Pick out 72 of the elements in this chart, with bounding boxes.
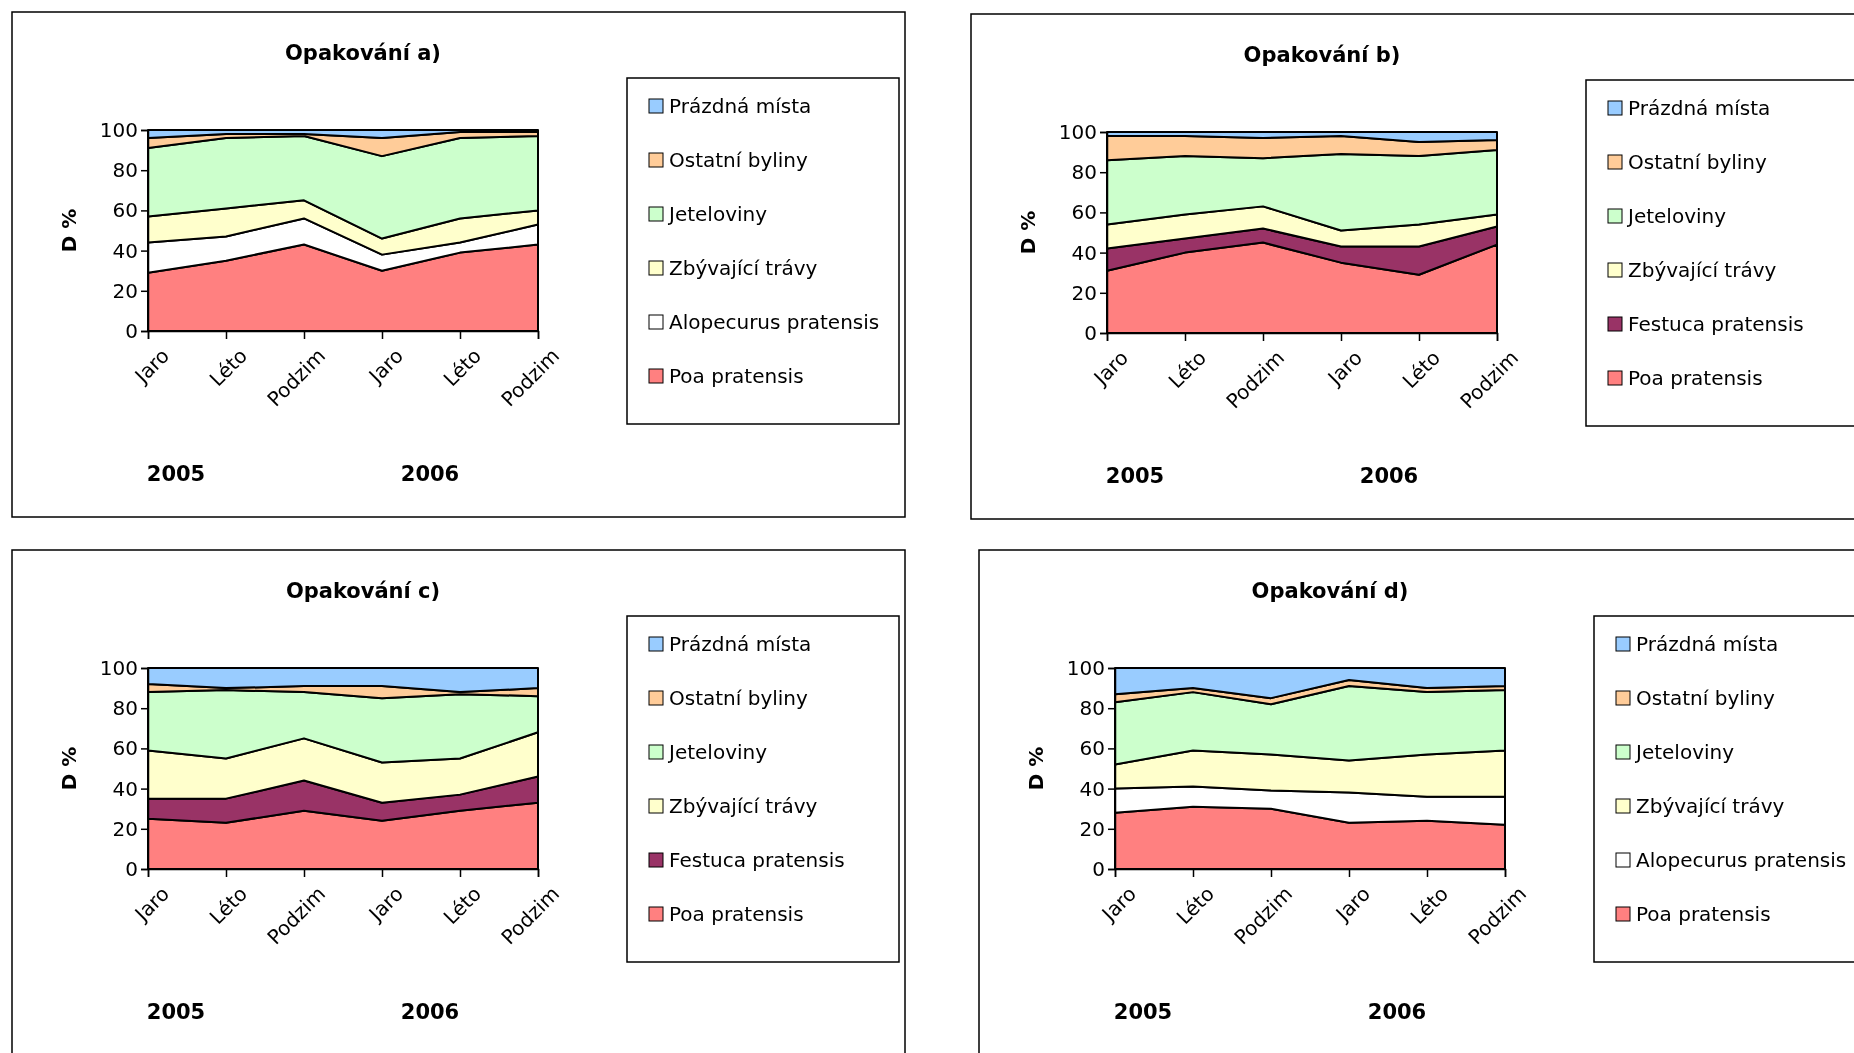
legend-label: Ostatní byliny <box>669 148 809 172</box>
y-tick-label: 80 <box>112 158 138 183</box>
y-tick-label: 80 <box>112 696 138 721</box>
y-tick-label: 20 <box>112 278 138 303</box>
y-tick-label: 60 <box>112 198 138 223</box>
x-tick-label: Léto <box>1171 881 1220 930</box>
text: 2006 <box>400 1000 460 1024</box>
y-tick-label: 40 <box>112 776 138 801</box>
x-tick-label: Léto <box>438 881 487 930</box>
y-tick-label: 100 <box>1066 655 1105 680</box>
text: 2005 <box>146 1000 206 1024</box>
legend-label: Alopecurus pratensis <box>669 310 880 334</box>
x-tick-label: Léto <box>204 881 253 930</box>
chart-title: Opakování c) <box>285 579 441 603</box>
y-tick-label: 20 <box>112 816 138 841</box>
y-axis-title: D % <box>1016 210 1040 255</box>
x-tick-label: Léto <box>1163 345 1212 394</box>
chart-title: Opakování d) <box>1251 579 1409 603</box>
text: 2006 <box>1359 464 1419 488</box>
y-tick-label: 20 <box>1079 816 1105 841</box>
legend-label: Zbývající trávy <box>1636 794 1785 818</box>
y-tick-label: 60 <box>1079 736 1105 761</box>
legend-label: Jeteloviny <box>1634 740 1735 764</box>
text: 2006 <box>1367 1000 1427 1024</box>
x-tick-label: Léto <box>204 343 253 392</box>
y-tick-label: 80 <box>1071 160 1097 185</box>
legend-label: Zbývající trávy <box>669 794 818 818</box>
y-axis-title: D % <box>1024 746 1048 791</box>
y-tick-label: 0 <box>1092 856 1105 881</box>
legend-label: Festuca pratensis <box>1628 312 1804 336</box>
y-tick-label: 100 <box>1058 119 1097 144</box>
y-tick-label: 80 <box>1079 696 1105 721</box>
legend-label: Ostatní byliny <box>669 686 809 710</box>
x-tick-label: Léto <box>438 343 487 392</box>
legend-label: Prázdná místa <box>669 632 812 656</box>
text: 2005 <box>146 462 206 486</box>
legend-label: Ostatní byliny <box>1628 150 1768 174</box>
legend-label: Zbývající trávy <box>669 256 818 280</box>
legend-label: Poa pratensis <box>669 364 804 388</box>
legend-label: Zbývající trávy <box>1628 258 1777 282</box>
legend-label: Poa pratensis <box>1628 366 1763 390</box>
y-tick-label: 20 <box>1071 280 1097 305</box>
legend-label: Poa pratensis <box>669 902 804 926</box>
legend-label: Poa pratensis <box>1636 902 1771 926</box>
legend-label: Prázdná místa <box>669 94 812 118</box>
text: 2006 <box>400 462 460 486</box>
y-axis-title: D % <box>57 746 81 791</box>
legend-label: Jeteloviny <box>667 740 768 764</box>
y-tick-label: 40 <box>1071 240 1097 265</box>
legend-label: Alopecurus pratensis <box>1636 848 1847 872</box>
legend-label: Jeteloviny <box>1626 204 1727 228</box>
y-axis-title: D % <box>57 208 81 253</box>
text: 2005 <box>1105 464 1165 488</box>
x-tick-label: Léto <box>1397 345 1446 394</box>
legend-label: Prázdná místa <box>1628 96 1771 120</box>
y-tick-label: 0 <box>125 856 138 881</box>
text: 2005 <box>1113 1000 1173 1024</box>
y-tick-label: 100 <box>99 655 138 680</box>
legend-label: Festuca pratensis <box>669 848 845 872</box>
legend-label: Ostatní byliny <box>1636 686 1776 710</box>
y-tick-label: 40 <box>112 238 138 263</box>
y-tick-label: 100 <box>99 117 138 142</box>
chart-title: Opakování a) <box>285 41 441 65</box>
y-tick-label: 60 <box>1071 200 1097 225</box>
x-tick-label: Léto <box>1405 881 1454 930</box>
y-tick-label: 40 <box>1079 776 1105 801</box>
y-tick-label: 0 <box>1084 320 1097 345</box>
chart-title: Opakování b) <box>1243 43 1401 67</box>
legend-label: Prázdná místa <box>1636 632 1779 656</box>
legend-label: Jeteloviny <box>667 202 768 226</box>
y-tick-label: 0 <box>125 318 138 343</box>
y-tick-label: 60 <box>112 736 138 761</box>
